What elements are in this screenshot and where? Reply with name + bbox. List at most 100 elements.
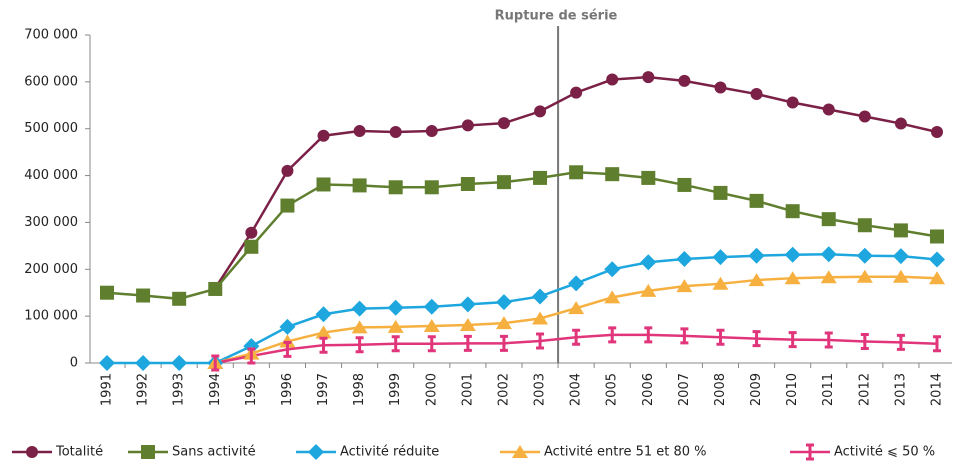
marker: [604, 261, 621, 278]
x-tick-label: 2010: [785, 373, 800, 406]
marker: [26, 446, 38, 458]
marker: [459, 296, 476, 313]
y-tick-label: 600 000: [24, 74, 78, 89]
marker: [893, 223, 908, 238]
marker: [644, 326, 653, 344]
marker: [512, 445, 528, 458]
marker: [387, 299, 404, 316]
marker: [533, 170, 548, 185]
x-tick-label: 2006: [641, 373, 656, 406]
marker: [680, 327, 689, 345]
x-tick-label: 2009: [749, 373, 764, 406]
marker: [317, 129, 330, 142]
marker: [822, 103, 835, 116]
marker: [171, 355, 188, 371]
marker: [642, 71, 655, 84]
marker: [423, 298, 440, 315]
marker: [279, 318, 296, 335]
marker: [676, 279, 693, 293]
marker: [572, 328, 581, 346]
annotation: Rupture de série: [495, 9, 618, 24]
marker: [749, 193, 764, 208]
marker: [568, 301, 585, 315]
x-tick-label: 2014: [930, 373, 945, 406]
marker: [820, 246, 837, 263]
x-tick-label: 2012: [857, 373, 872, 406]
marker: [460, 177, 475, 192]
legend-label: Activité réduite: [340, 445, 439, 460]
marker: [748, 273, 765, 287]
marker: [135, 355, 152, 371]
y-tick-label: 700 000: [24, 28, 78, 43]
marker: [678, 74, 691, 87]
marker: [244, 239, 259, 254]
marker: [570, 86, 583, 99]
marker: [820, 270, 837, 284]
marker: [283, 340, 292, 358]
x-tick-label: 2002: [496, 373, 511, 406]
marker: [568, 275, 585, 292]
marker: [141, 445, 155, 459]
legend-label: Activité ⩽ 50 %: [834, 445, 935, 460]
marker: [806, 443, 814, 461]
marker: [423, 318, 440, 332]
legend-label: Activité entre 51 et 80 %: [544, 445, 707, 460]
x-tick-label: 1991: [100, 373, 115, 406]
x-tick-label: 2005: [605, 373, 620, 406]
marker: [929, 271, 945, 285]
x-tick-label: 2007: [677, 373, 692, 406]
marker: [640, 283, 657, 297]
x-tick-label: 1996: [280, 373, 295, 406]
marker: [532, 311, 549, 325]
marker: [534, 105, 547, 118]
y-tick-label: 200 000: [24, 262, 78, 277]
x-tick-label: 1993: [172, 373, 187, 406]
y-tick-label: 300 000: [24, 215, 78, 230]
marker: [604, 290, 621, 304]
x-tick-label: 2011: [821, 373, 836, 406]
marker: [495, 316, 512, 330]
marker: [319, 336, 328, 354]
marker: [713, 185, 728, 200]
marker: [208, 281, 223, 296]
marker: [172, 291, 187, 306]
marker: [716, 328, 725, 346]
marker: [351, 320, 368, 334]
marker: [785, 204, 800, 219]
marker: [459, 318, 476, 332]
marker: [933, 335, 941, 353]
marker: [316, 177, 331, 192]
marker: [425, 125, 438, 138]
marker: [247, 347, 256, 365]
marker: [427, 335, 436, 353]
marker: [463, 334, 472, 352]
marker: [281, 164, 294, 177]
marker: [786, 96, 799, 109]
y-tick-label: 400 000: [24, 168, 78, 183]
marker: [353, 125, 366, 138]
marker: [355, 336, 364, 354]
marker: [315, 325, 332, 339]
marker: [389, 125, 402, 138]
marker: [245, 226, 258, 239]
marker: [641, 170, 656, 185]
y-tick-label: 500 000: [24, 121, 78, 136]
series-line: [106, 171, 938, 301]
marker: [712, 276, 729, 290]
legend-label: Sans activité: [172, 445, 256, 460]
marker: [714, 81, 727, 94]
marker: [788, 331, 797, 349]
x-tick-label: 1997: [316, 373, 331, 406]
marker: [461, 119, 474, 132]
marker: [315, 306, 332, 323]
marker: [784, 246, 801, 263]
marker: [99, 355, 115, 371]
marker: [496, 175, 511, 190]
marker: [860, 332, 869, 350]
marker: [748, 247, 765, 264]
marker: [352, 178, 367, 193]
marker: [308, 444, 324, 460]
marker: [391, 335, 400, 353]
x-tick-label: 2008: [713, 373, 728, 406]
